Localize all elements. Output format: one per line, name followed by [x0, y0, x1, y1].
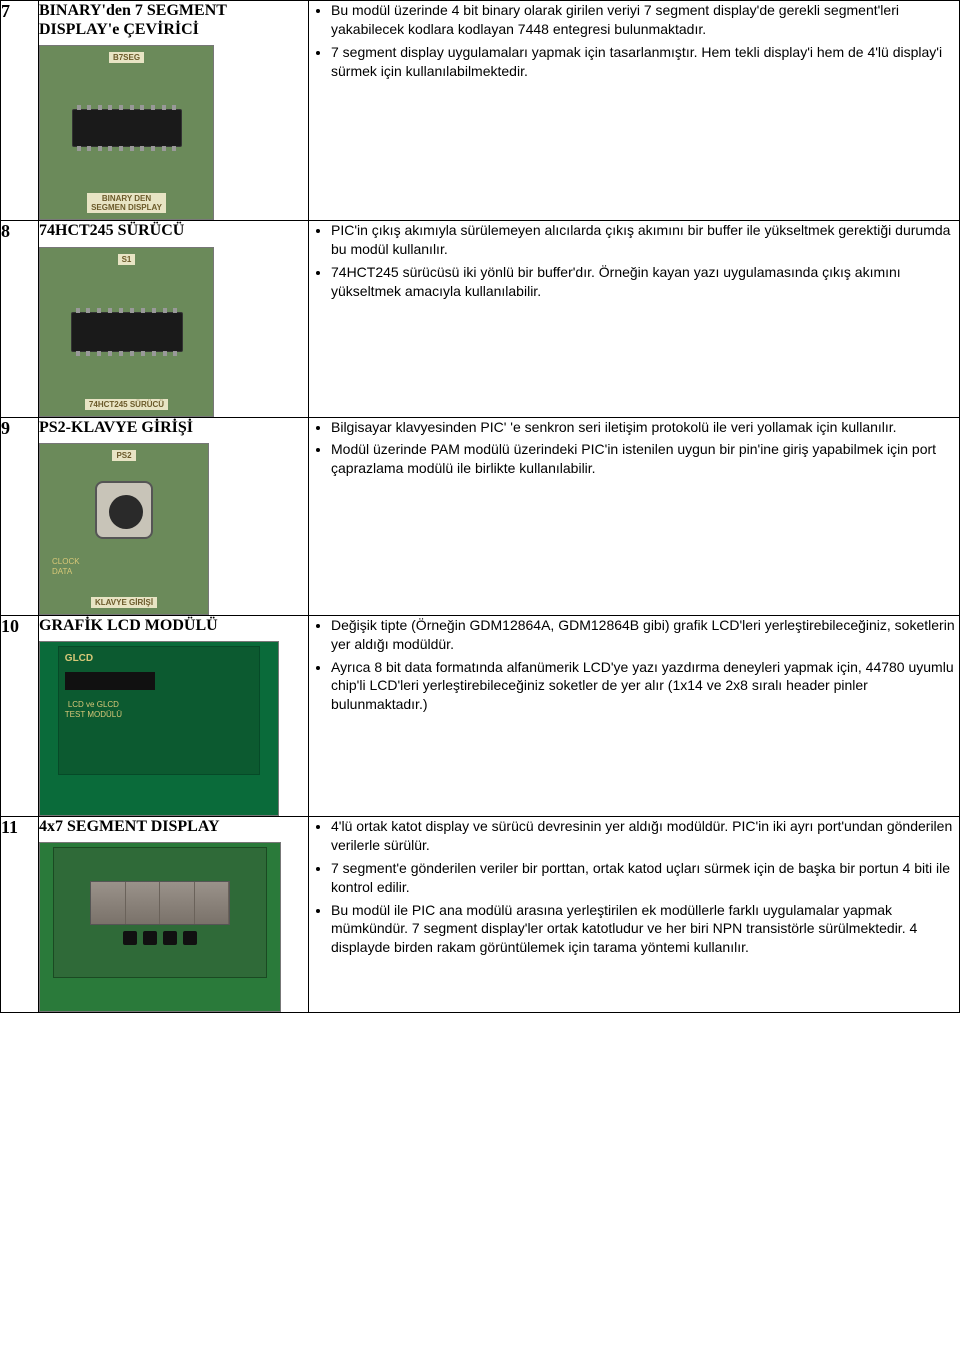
description-list: 4'lü ortak katot display ve sürücü devre…	[309, 817, 959, 957]
glcd-label: GLCD	[65, 653, 93, 664]
image-bottom-label: 74HCT245 SÜRÜCÜ	[85, 399, 168, 410]
description-list: Değişik tipte (Örneğin GDM12864A, GDM128…	[309, 616, 959, 714]
description-item: 4'lü ortak katot display ve sürücü devre…	[331, 817, 959, 855]
module-title-cell: BINARY'den 7 SEGMENT DISPLAY'e ÇEVİRİCİ B…	[39, 1, 309, 221]
module-title: 74HCT245 SÜRÜCÜ	[39, 221, 308, 240]
header-strip	[65, 672, 155, 690]
module-title: PS2-KLAVYE GİRİŞİ	[39, 418, 308, 437]
module-image: PS2 CLOCKDATA KLAVYE GİRİŞİ	[39, 443, 209, 615]
description-list: Bu modül üzerinde 4 bit binary olarak gi…	[309, 1, 959, 81]
pcb-inner: GLCD LCD ve GLCD TEST MODÜLÜ	[58, 646, 260, 775]
row-number: 8	[1, 221, 39, 417]
pcb-subtext: LCD ve GLCD TEST MODÜLÜ	[65, 700, 122, 719]
description-cell: Bilgisayar klavyesinden PIC' 'e senkron …	[309, 417, 960, 615]
description-item: 7 segment'e gönderilen veriler bir portt…	[331, 859, 959, 897]
description-list: PIC'in çıkış akımıyla sürülemeyen alıcıl…	[309, 221, 959, 301]
description-item: 7 segment display uygulamaları yapmak iç…	[331, 43, 959, 81]
module-image: GLCD LCD ve GLCD TEST MODÜLÜ	[39, 641, 279, 816]
module-title: BINARY'den 7 SEGMENT DISPLAY'e ÇEVİRİCİ	[39, 1, 308, 39]
module-image	[39, 842, 281, 1012]
module-title: GRAFİK LCD MODÜLÜ	[39, 616, 308, 635]
module-title-cell: GRAFİK LCD MODÜLÜ GLCD LCD ve GLCD TEST MO…	[39, 615, 309, 816]
table-row: 7BINARY'den 7 SEGMENT DISPLAY'e ÇEVİRİCİ…	[1, 1, 960, 221]
image-top-label: S1	[118, 254, 136, 265]
seven-seg-display	[90, 881, 230, 925]
ic-chip	[71, 312, 183, 352]
row-number: 10	[1, 615, 39, 816]
description-item: Bilgisayar klavyesinden PIC' 'e senkron …	[331, 418, 959, 437]
description-cell: Bu modül üzerinde 4 bit binary olarak gi…	[309, 1, 960, 221]
ps2-connector	[95, 481, 153, 539]
module-title-cell: PS2-KLAVYE GİRİŞİ PS2 CLOCKDATA KLAVYE GİRİ…	[39, 417, 309, 615]
module-image: B7SEG BINARY DEN SEGMEN DISPLAY	[39, 45, 214, 220]
module-table: 7BINARY'den 7 SEGMENT DISPLAY'e ÇEVİRİCİ…	[0, 0, 960, 1013]
description-list: Bilgisayar klavyesinden PIC' 'e senkron …	[309, 418, 959, 479]
table-row: 114x7 SEGMENT DISPLAY 4'lü ortak katot di…	[1, 816, 960, 1012]
description-cell: 4'lü ortak katot display ve sürücü devre…	[309, 816, 960, 1012]
row-number: 7	[1, 1, 39, 221]
description-cell: PIC'in çıkış akımıyla sürülemeyen alıcıl…	[309, 221, 960, 417]
image-top-label: PS2	[112, 450, 135, 461]
description-cell: Değişik tipte (Örneğin GDM12864A, GDM128…	[309, 615, 960, 816]
module-title-cell: 4x7 SEGMENT DISPLAY	[39, 816, 309, 1012]
description-item: Bu modül üzerinde 4 bit binary olarak gi…	[331, 1, 959, 39]
module-title-cell: 74HCT245 SÜRÜCÜ S1 74HCT245 SÜRÜCÜ	[39, 221, 309, 417]
row-number: 9	[1, 417, 39, 615]
description-item: Bu modül ile PIC ana modülü arasına yerl…	[331, 901, 959, 958]
description-item: 74HCT245 sürücüsü iki yönlü bir buffer'd…	[331, 263, 959, 301]
description-item: Değişik tipte (Örneğin GDM12864A, GDM128…	[331, 616, 959, 654]
segment-pcb	[53, 847, 266, 978]
components	[123, 931, 197, 945]
image-bottom-label: KLAVYE GİRİŞİ	[91, 597, 157, 608]
table-row: 10GRAFİK LCD MODÜLÜ GLCD LCD ve GLCD TEST …	[1, 615, 960, 816]
row-number: 11	[1, 816, 39, 1012]
ic-chip	[72, 109, 182, 147]
clock-data-label: CLOCKDATA	[52, 557, 80, 576]
table-row: 874HCT245 SÜRÜCÜS174HCT245 SÜRÜCÜPIC'in …	[1, 221, 960, 417]
image-bottom-label: BINARY DEN SEGMEN DISPLAY	[87, 193, 166, 213]
module-title: 4x7 SEGMENT DISPLAY	[39, 817, 308, 836]
description-item: Ayrıca 8 bit data formatında alfanümerik…	[331, 658, 959, 715]
image-top-label: B7SEG	[109, 52, 144, 63]
description-item: Modül üzerinde PAM modülü üzerindeki PIC…	[331, 440, 959, 478]
table-row: 9PS2-KLAVYE GİRİŞİ PS2 CLOCKDATA KLAVYE GİR…	[1, 417, 960, 615]
module-image: S1 74HCT245 SÜRÜCÜ	[39, 247, 214, 417]
description-item: PIC'in çıkış akımıyla sürülemeyen alıcıl…	[331, 221, 959, 259]
